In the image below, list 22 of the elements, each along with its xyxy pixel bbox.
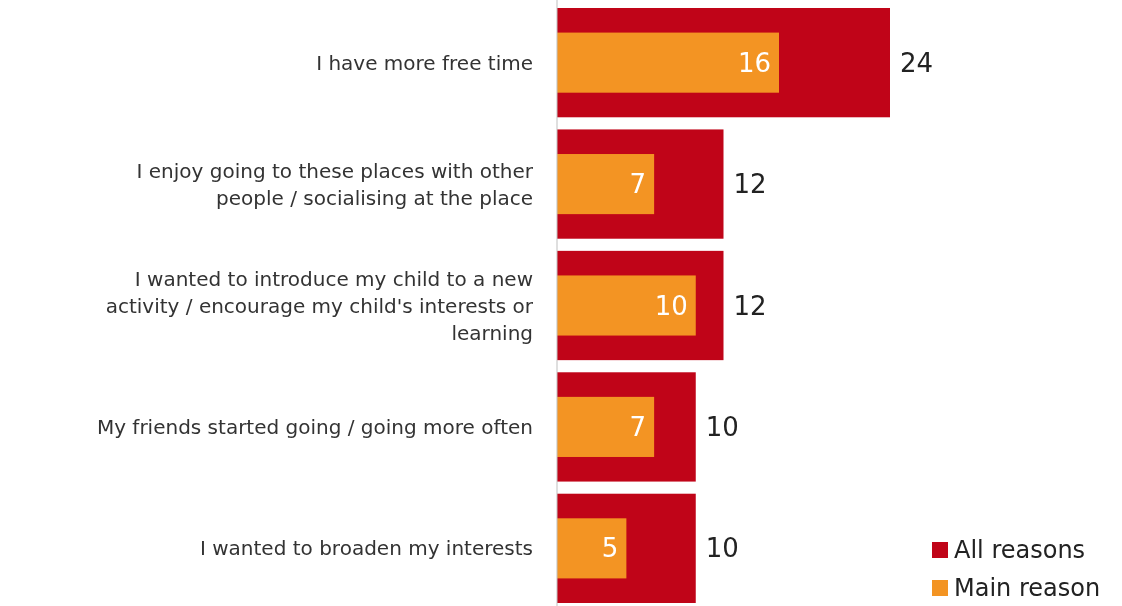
data-label: 10 bbox=[654, 290, 688, 321]
data-label: 12 bbox=[733, 290, 767, 321]
data-label: 7 bbox=[629, 169, 647, 200]
data-label: 5 bbox=[601, 533, 619, 564]
bar bbox=[557, 275, 696, 336]
data-label: 10 bbox=[705, 533, 739, 564]
legend-label: All reasons bbox=[954, 536, 1086, 565]
bar bbox=[557, 32, 779, 93]
legend-label: Main reason bbox=[954, 574, 1101, 603]
data-label: 12 bbox=[733, 169, 767, 200]
data-label: 10 bbox=[705, 412, 739, 443]
bar bbox=[557, 518, 627, 579]
y-tick-label: I wanted to introduce my child to a new activity / encourage my child's interests or learning bbox=[105, 266, 534, 345]
bar bbox=[557, 396, 655, 457]
y-tick-label: I wanted to broaden my interests bbox=[199, 536, 533, 561]
data-label: 7 bbox=[629, 412, 647, 443]
data-label: 24 bbox=[900, 47, 934, 78]
y-tick-label: I enjoy going to these places with other people / socialising at the place bbox=[136, 158, 534, 210]
data-label: 16 bbox=[737, 47, 771, 78]
y-tick-label: I have more free time bbox=[316, 50, 533, 75]
bar bbox=[557, 154, 655, 215]
y-tick-label: My friends started going / going more often bbox=[96, 414, 533, 439]
